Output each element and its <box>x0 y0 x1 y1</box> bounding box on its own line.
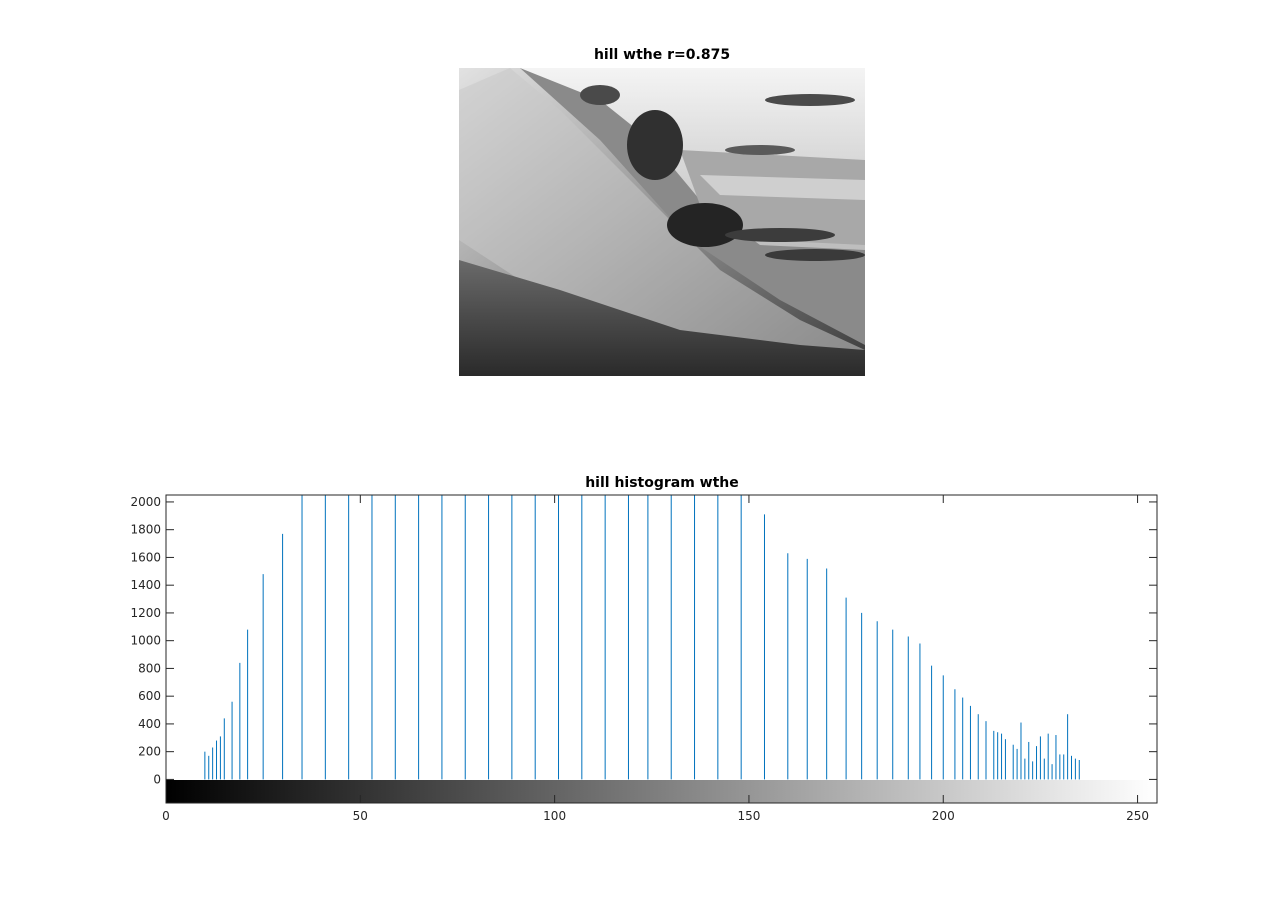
y-tick-label: 600 <box>138 689 161 703</box>
x-tick-label: 0 <box>162 809 170 823</box>
plot-area <box>204 495 1080 780</box>
x-tick-label: 150 <box>737 809 760 823</box>
y-tick-label: 1600 <box>130 550 161 564</box>
y-tick-label: 2000 <box>130 495 161 509</box>
chart-title: hill histogram wthe <box>585 475 739 491</box>
x-tick-label: 50 <box>353 809 368 823</box>
y-tick-label: 1000 <box>130 634 161 648</box>
x-tick-label: 100 <box>543 809 566 823</box>
image-title: hill wthe r=0.875 <box>594 47 730 63</box>
x-tick-label: 250 <box>1126 809 1149 823</box>
colorbar <box>166 780 1157 803</box>
x-tick-label: 200 <box>932 809 955 823</box>
hill-photo <box>459 68 865 376</box>
y-tick-label: 400 <box>138 717 161 731</box>
axes-box <box>165 494 1158 804</box>
y-tick-label: 800 <box>138 661 161 675</box>
y-tick-label: 0 <box>153 772 161 786</box>
y-tick-label: 1400 <box>130 578 161 592</box>
y-axis: 0 200 400 600 800 1000 1200 1400 1600 1800 2000 <box>130 495 1157 786</box>
x-axis: 0 50 100 150 200 250 <box>162 495 1149 823</box>
y-tick-label: 1200 <box>130 606 161 620</box>
y-tick-label: 1800 <box>130 523 161 537</box>
y-tick-label: 200 <box>138 745 161 759</box>
